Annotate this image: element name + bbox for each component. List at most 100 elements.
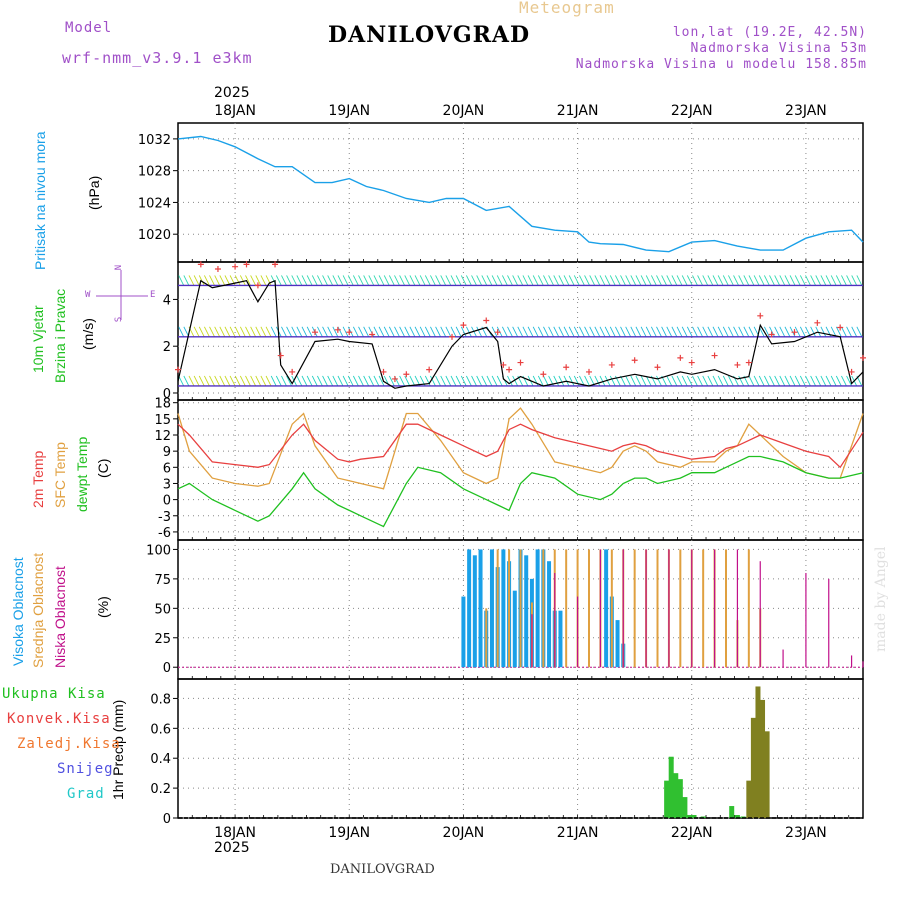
wind-barb-mid: [604, 326, 611, 338]
year-top-label: 2025: [214, 85, 250, 101]
wind-barb-mid: [614, 326, 621, 338]
wind-barb-low: [543, 375, 549, 387]
wind-barb-high: [209, 275, 215, 286]
wind-barb-mid: [835, 326, 842, 338]
wind-barb-low: [450, 375, 457, 387]
wind-barb-mid: [507, 326, 513, 338]
wind-barb-high: [784, 275, 791, 286]
wind-barb-low: [717, 375, 724, 387]
wind-gust-mark: [540, 371, 547, 378]
wind-barb-high: [563, 275, 570, 286]
wind-barb-low: [466, 375, 472, 387]
high-cloud-bar: [478, 549, 483, 668]
wind-barb-low: [224, 375, 231, 387]
wind-gust-mark: [860, 354, 866, 361]
temp-ylabel: (C): [95, 458, 111, 478]
wind-barb-mid: [661, 326, 668, 338]
wind-barb-low: [794, 375, 801, 387]
wind-barb-mid: [414, 326, 421, 338]
wind-barb-low: [409, 375, 416, 387]
bottom-day-label: 21JAN: [557, 825, 599, 841]
wind-barb-low: [830, 375, 837, 387]
y-tick-label: 1028: [138, 165, 171, 180]
legend-ukupna: Ukupna Kisa: [2, 686, 106, 702]
altitude-label: Nadmorska Visina 53m: [690, 41, 867, 56]
wind-barb-mid: [383, 326, 390, 338]
wind-gust-mark: [214, 266, 221, 273]
wind-barb-high: [846, 275, 852, 286]
wind-barb-high: [553, 275, 560, 286]
dewpt-temp-label: dewpt Temp: [74, 436, 90, 512]
wind-gust-mark: [711, 352, 718, 359]
mid-cloud-bar: [656, 549, 659, 668]
wind-barb-low: [368, 375, 375, 387]
wind-barb-mid: [337, 326, 344, 338]
wind-barb-high: [245, 275, 251, 286]
mid-cloud-bar: [633, 549, 636, 668]
low-cloud-bar: [759, 561, 761, 668]
wind-barb-mid: [352, 326, 359, 338]
wind-barb-mid: [625, 326, 632, 338]
low-cloud-bar: [622, 549, 624, 668]
wind-barb-low: [435, 375, 441, 387]
wind-barb-mid: [229, 326, 236, 338]
wind-barb-mid: [517, 326, 524, 338]
wind-barb-high: [317, 275, 323, 286]
wind-gust-mark: [243, 261, 250, 268]
wind-barb-high: [306, 275, 313, 286]
wind-barb-mid: [640, 326, 647, 338]
wind-barb-low: [645, 375, 652, 387]
wind-barb-mid: [440, 326, 447, 338]
wind-barb-high: [763, 275, 770, 286]
wind-barb-high: [188, 275, 195, 286]
wind-barb-high: [640, 275, 647, 286]
low-cloud-bar: [736, 549, 739, 668]
wind-barb-low: [245, 375, 251, 387]
wind-barb-low: [445, 375, 452, 387]
wind-gust-mark: [289, 368, 296, 375]
wind-barb-low: [322, 375, 328, 387]
low-cloud-bar: [828, 578, 830, 668]
wind-barb-mid: [712, 326, 719, 338]
wind-barb-high: [707, 275, 714, 286]
wind-barb-high: [661, 275, 668, 286]
wind-barb-low: [805, 375, 811, 387]
wind-barb-low: [799, 375, 806, 387]
high-cloud-label: Visoka Oblacnost: [10, 557, 26, 666]
wind-barb-low: [373, 375, 380, 387]
wind-barb-low: [738, 375, 745, 387]
legend-konvek: Konvek.Kisa: [7, 711, 111, 727]
sfc-temp-label: SFC Temp: [52, 442, 68, 508]
wind-gust-mark: [757, 312, 764, 319]
wind-barb-high: [281, 275, 287, 286]
bottom-day-label: 20JAN: [443, 825, 485, 841]
meteogram-label: Meteogram: [519, 0, 615, 17]
wind-barb-mid: [378, 326, 385, 338]
wind-barb-mid: [738, 326, 745, 338]
wind-barb-high: [291, 275, 298, 286]
pressure-ylabel: (hPa): [86, 175, 102, 210]
wind-barb-high: [728, 275, 734, 286]
wind-barb-mid: [193, 326, 200, 338]
wind-barb-low: [332, 375, 339, 387]
wind-barb-mid: [219, 326, 226, 338]
wind-barb-high: [507, 275, 513, 286]
wind-barb-high: [419, 275, 426, 286]
wind-barb-mid: [466, 326, 472, 338]
wind-barb-mid: [810, 326, 817, 338]
y-tick-label: 15: [154, 413, 171, 428]
wind-barb-low: [707, 375, 714, 387]
high-cloud-bar: [512, 590, 517, 668]
wind-barb-mid: [594, 326, 601, 338]
wind-barb-low: [810, 375, 817, 387]
mid-cloud-bar: [565, 549, 568, 668]
wind-barb-low: [388, 375, 395, 387]
wind-barb-high: [584, 275, 590, 286]
wind-barb-mid: [543, 326, 549, 338]
wind-barb-mid: [589, 326, 596, 338]
wind-barb-mid: [455, 326, 462, 338]
wind-barb-low: [214, 375, 221, 387]
wind-barb-high: [666, 275, 673, 286]
wind-barb-high: [460, 275, 467, 286]
wind-barb-low: [486, 375, 493, 387]
